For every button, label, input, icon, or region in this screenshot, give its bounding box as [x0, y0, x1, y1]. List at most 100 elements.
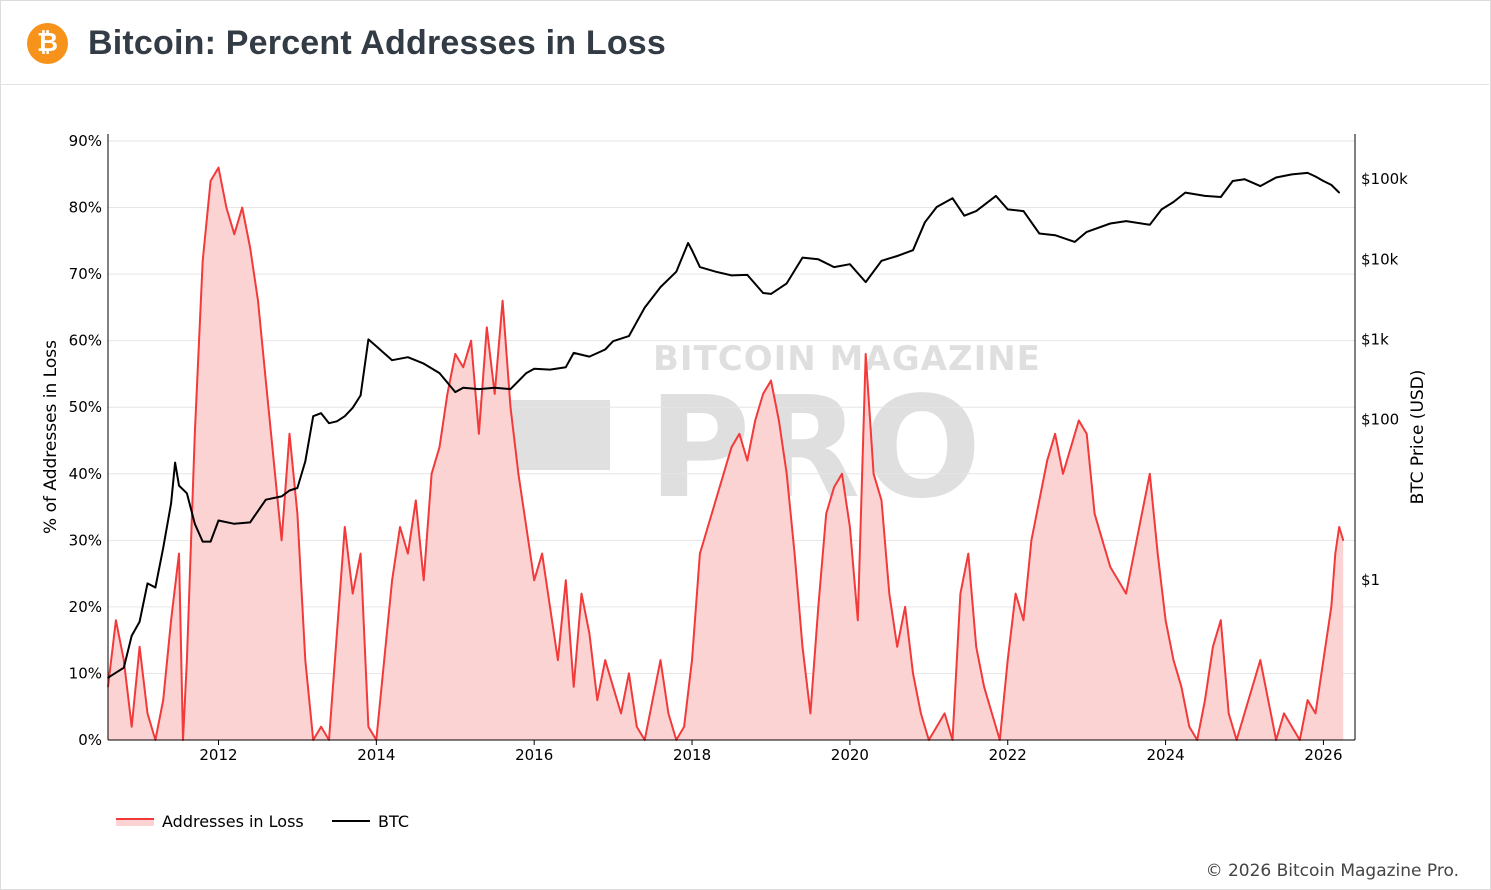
loss-point: [722, 472, 725, 475]
loss-point: [1117, 579, 1120, 582]
loss-point: [904, 606, 906, 608]
loss-point: [1259, 659, 1262, 661]
loss-point: [1109, 566, 1112, 568]
loss-point: [501, 299, 504, 302]
loss-point: [257, 299, 259, 302]
btc-point: [924, 221, 926, 224]
loss-point: [1188, 725, 1191, 728]
btc-point: [628, 335, 630, 337]
loss-point: [430, 472, 433, 475]
loss-point: [201, 260, 204, 262]
loss-point: [746, 459, 749, 462]
loss-point: [659, 659, 662, 661]
page-title: Bitcoin: Percent Addresses in Loss: [88, 24, 667, 62]
loss-point: [943, 712, 946, 715]
btc-point: [233, 522, 236, 525]
loss-point: [486, 326, 488, 329]
loss-point: [754, 419, 756, 422]
loss-point: [170, 619, 172, 621]
btc-point: [785, 282, 788, 285]
loss-point: [446, 393, 449, 395]
btc-point: [174, 461, 176, 464]
btc-point: [138, 620, 141, 623]
loss-point: [1070, 446, 1072, 448]
btc-point: [817, 258, 820, 261]
bitcoin-logo-icon: ₿: [27, 23, 68, 64]
btc-point: [201, 540, 204, 543]
btc-point: [359, 394, 362, 397]
x-tick-label: 2020: [831, 746, 869, 764]
btc-point: [533, 368, 535, 370]
btc-point: [1231, 180, 1234, 182]
btc-point: [975, 210, 977, 212]
btc-point: [963, 214, 966, 217]
loss-point: [714, 499, 717, 502]
watermark-line2: PRO: [648, 367, 983, 530]
btc-point: [209, 540, 212, 543]
legend-btc-label: BTC: [378, 812, 409, 831]
btc-point: [572, 352, 575, 354]
y-left-tick-label: 40%: [69, 465, 102, 483]
tick-labels: 0% 10% 20% 30% 40% 50% 60% 70% 80% 90% $1 $100 $1k $1…: [69, 132, 1409, 764]
loss-point: [162, 699, 165, 701]
loss-point: [343, 526, 346, 528]
loss-point: [399, 526, 401, 528]
legend-loss-label: Addresses in Loss: [162, 812, 304, 831]
loss-point: [533, 579, 535, 582]
loss-point: [407, 552, 409, 555]
btc-point: [1160, 208, 1163, 211]
btc-point: [1109, 222, 1112, 225]
btc-point: [1306, 172, 1309, 174]
loss-point: [462, 366, 464, 369]
loss-point: [872, 472, 875, 475]
btc-point: [462, 386, 464, 389]
y-right-tick-label: $100: [1361, 411, 1399, 429]
btc-point: [336, 420, 338, 423]
btc-point: [1322, 180, 1325, 182]
btc-point: [801, 256, 804, 259]
btc-point: [691, 249, 693, 252]
btc-point: [714, 270, 717, 273]
loss-point: [359, 552, 362, 555]
btc-point: [1148, 223, 1151, 226]
btc-point: [770, 293, 772, 295]
loss-point: [691, 659, 693, 661]
header: ₿ Bitcoin: Percent Addresses in Loss: [0, 0, 1489, 85]
loss-point: [1085, 433, 1088, 435]
loss-point: [493, 393, 496, 395]
btc-point: [122, 666, 125, 669]
loss-point: [336, 632, 338, 635]
btc-point: [699, 266, 701, 268]
btc-point: [995, 195, 997, 197]
y-left-tick-label: 80%: [69, 199, 102, 217]
loss-point: [1322, 659, 1325, 661]
loss-point: [1101, 539, 1104, 542]
btc-point: [935, 206, 938, 208]
loss-point: [707, 526, 709, 528]
loss-point: [1267, 699, 1269, 701]
btc-point: [351, 407, 354, 409]
loss-point: [146, 712, 149, 715]
loss-point: [809, 712, 812, 715]
loss-point: [564, 579, 567, 582]
loss-point: [596, 699, 599, 701]
btc-point: [1220, 196, 1222, 198]
loss-point: [1338, 526, 1341, 528]
loss-point: [635, 725, 638, 728]
loss-point: [1077, 419, 1080, 422]
btc-point: [864, 281, 867, 283]
x-tick-label: 2024: [1146, 746, 1184, 764]
btc-point: [217, 519, 220, 522]
btc-point: [328, 422, 330, 425]
y-left-tick-label: 50%: [69, 398, 102, 416]
loss-point: [778, 419, 780, 422]
loss-point: [920, 712, 922, 715]
btc-point: [675, 270, 678, 273]
loss-point: [793, 552, 796, 555]
loss-point: [628, 672, 630, 675]
loss-point: [1334, 552, 1337, 555]
loss-point: [1283, 712, 1285, 715]
btc-point: [1125, 220, 1127, 222]
btc-point: [1243, 178, 1246, 181]
y-left-tick-label: 30%: [69, 531, 102, 549]
